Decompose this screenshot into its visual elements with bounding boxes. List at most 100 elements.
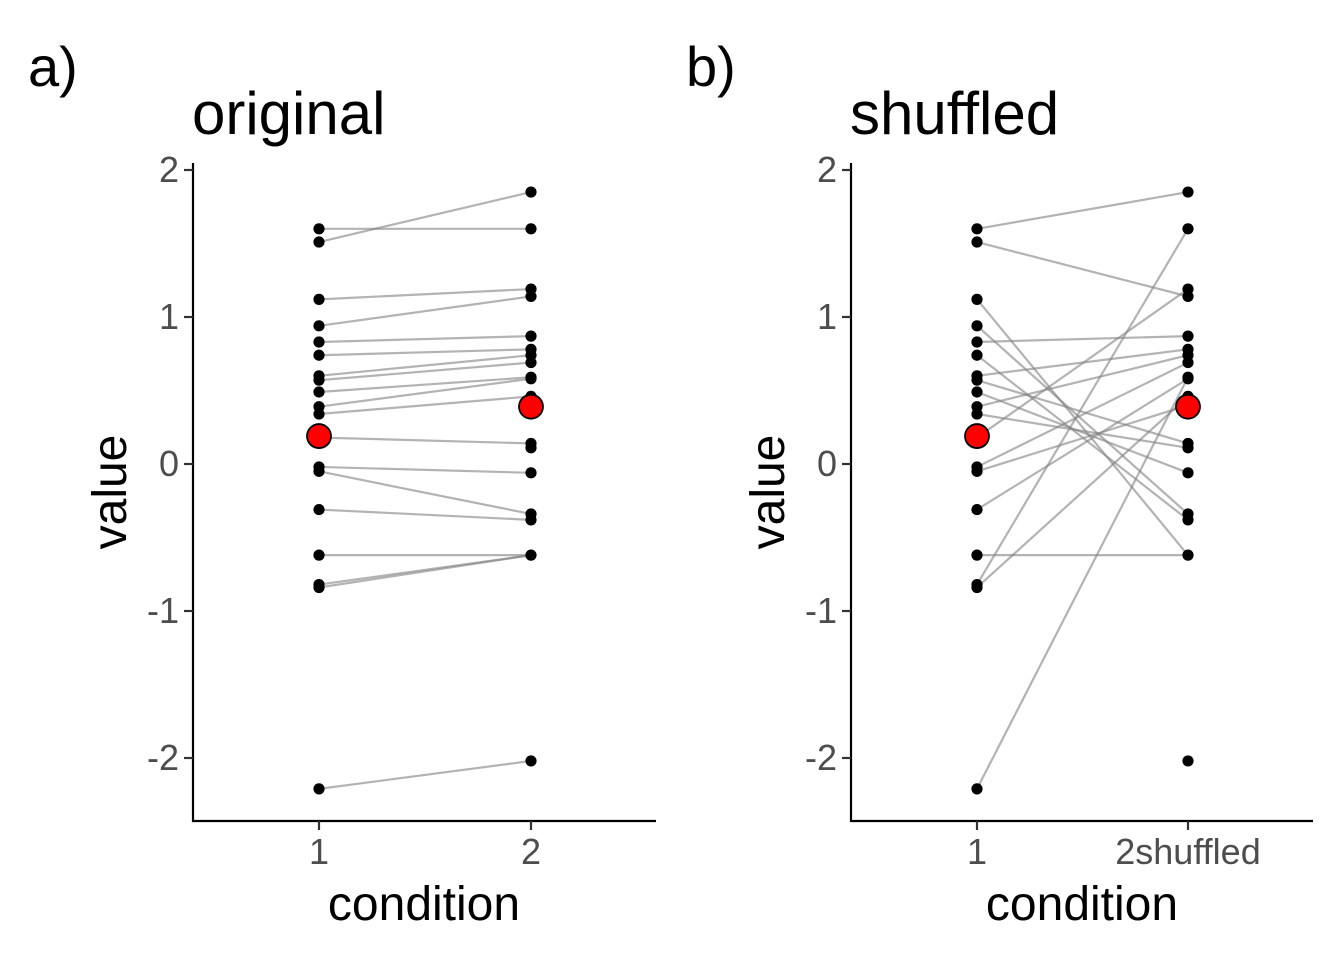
y-tick-label: 2 <box>817 149 837 190</box>
x-axis-ticks: 1 2shuffled <box>967 821 1261 872</box>
pair-line <box>976 361 1189 468</box>
y-axis-ticks: 2 1 0 -1 -2 <box>147 149 193 778</box>
data-point-condition-2 <box>1182 442 1194 454</box>
y-tick-label: -1 <box>805 590 837 631</box>
data-point-condition-1 <box>313 783 325 795</box>
pair-line <box>318 395 532 416</box>
data-point-condition-1 <box>313 349 325 361</box>
x-tick-label: 1 <box>967 831 987 872</box>
panel-title-original: original <box>192 80 385 147</box>
y-axis-ticks: 2 1 0 -1 -2 <box>805 149 851 778</box>
data-point-condition-2 <box>525 223 537 235</box>
data-point-condition-2 <box>525 330 537 342</box>
data-point-condition-1 <box>971 223 983 235</box>
data-point-condition-1 <box>971 374 983 386</box>
pair-line <box>976 377 1189 511</box>
panel-tag-b: b) <box>686 35 736 98</box>
data-point-condition-1 <box>971 465 983 477</box>
data-point-condition-1 <box>313 336 325 348</box>
data-point-condition-2 <box>1182 330 1194 342</box>
pair-line <box>318 361 532 382</box>
data-point-condition-2 <box>525 514 537 526</box>
y-tick-label: -2 <box>805 737 837 778</box>
data-point-condition-1 <box>313 236 325 248</box>
pair-line <box>976 376 1189 790</box>
pair-line <box>318 287 532 301</box>
panel-shuffled: b) shuffled 2 1 0 -1 -2 1 2shuffled condition… <box>686 35 1313 931</box>
data-point-condition-1 <box>971 349 983 361</box>
data-point-condition-2 <box>525 290 537 303</box>
data-point-condition-1 <box>313 386 325 398</box>
pair-line <box>976 404 1189 473</box>
pair-line <box>976 412 1189 449</box>
data-point-condition-2 <box>525 755 537 767</box>
pair-line <box>318 554 532 586</box>
y-tick-label: -2 <box>147 737 179 778</box>
pair-line <box>318 436 532 445</box>
pair-line <box>976 335 1189 344</box>
data-point-condition-1 <box>971 293 983 305</box>
pair-line <box>318 335 532 344</box>
y-tick-label: 0 <box>817 443 837 484</box>
y-axis-title: value <box>84 435 137 550</box>
y-tick-label: -1 <box>147 590 179 631</box>
y-tick-label: 2 <box>159 149 179 190</box>
pair-line <box>318 377 532 408</box>
data-point-condition-2 <box>1182 356 1194 369</box>
data-point-condition-1 <box>313 549 325 561</box>
y-axis-title: value <box>742 435 795 550</box>
pair-line <box>318 295 532 327</box>
pair-line <box>318 354 532 377</box>
data-point-condition-1 <box>971 581 983 594</box>
data-point-condition-1 <box>971 320 983 332</box>
pair-line <box>318 376 532 394</box>
data-point-condition-1 <box>971 336 983 348</box>
data-point-condition-1 <box>313 374 325 386</box>
pair-line <box>976 190 1189 230</box>
x-tick-label: 2shuffled <box>1115 831 1260 872</box>
data-point-condition-2 <box>1182 290 1194 303</box>
x-tick-label: 1 <box>309 831 329 872</box>
data-point-condition-1 <box>971 386 983 398</box>
pair-line <box>976 379 1189 445</box>
x-axis-title: condition <box>328 878 520 931</box>
panel-tag-a: a) <box>28 35 78 98</box>
data-point-condition-2 <box>525 356 537 369</box>
data-point-condition-2 <box>1182 514 1194 526</box>
pair-line <box>976 395 1189 589</box>
plot-area-original <box>306 186 544 795</box>
mean-marker <box>1175 393 1201 420</box>
data-point-condition-2 <box>1182 755 1194 767</box>
pair-line <box>976 390 1189 474</box>
data-point-condition-2 <box>525 442 537 454</box>
pair-line <box>976 240 1189 298</box>
data-point-condition-1 <box>971 783 983 795</box>
pair-line <box>318 190 532 244</box>
mean-marker <box>964 423 990 449</box>
pair-line <box>318 465 532 474</box>
data-point-condition-2 <box>1182 549 1194 561</box>
plot-area-shuffled <box>964 186 1201 795</box>
data-point-condition-2 <box>525 186 537 198</box>
data-point-condition-2 <box>1182 373 1194 385</box>
pair-line <box>318 508 532 521</box>
pair-line <box>976 324 1189 515</box>
pair-line <box>976 354 1189 408</box>
y-tick-label: 0 <box>159 443 179 484</box>
pair-line <box>976 228 1189 586</box>
mean-marker <box>518 393 544 420</box>
data-point-condition-1 <box>971 408 983 420</box>
data-point-condition-2 <box>1182 223 1194 235</box>
pair-line <box>976 288 1189 439</box>
data-point-condition-2 <box>525 549 537 561</box>
x-axis-title: condition <box>986 878 1178 931</box>
data-point-condition-1 <box>313 408 325 420</box>
data-point-condition-2 <box>1182 186 1194 198</box>
y-tick-label: 1 <box>159 296 179 337</box>
data-point-condition-1 <box>971 236 983 248</box>
data-point-condition-1 <box>971 503 983 516</box>
data-point-condition-1 <box>971 549 983 561</box>
